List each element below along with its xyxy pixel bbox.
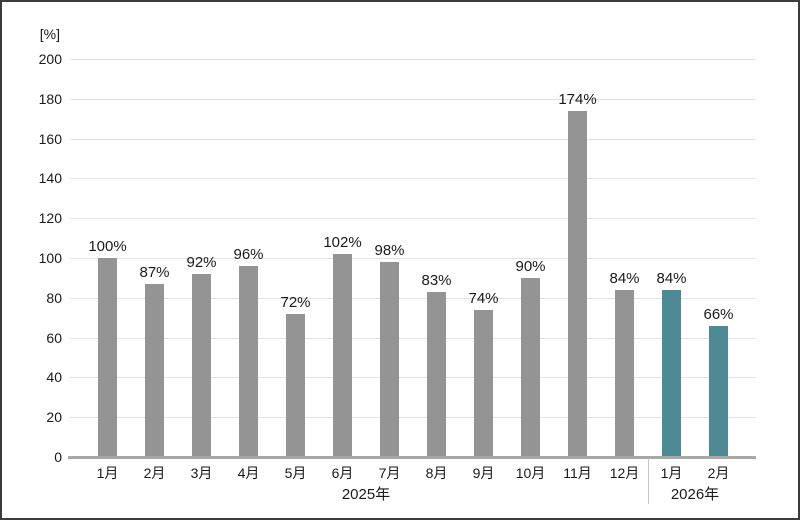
bar-value-label: 100% xyxy=(88,238,127,255)
bar-slot: 83% xyxy=(413,272,460,457)
gridline xyxy=(70,417,756,418)
bar-value-label: 92% xyxy=(186,254,217,271)
bar xyxy=(192,274,211,457)
bar-slot: 84% xyxy=(601,270,648,457)
bar xyxy=(615,290,634,457)
x-axis-line xyxy=(68,456,756,459)
y-axis-tick-label: 20 xyxy=(46,409,62,425)
bar-value-label: 174% xyxy=(558,91,597,108)
bar-slot: 84% xyxy=(648,270,695,457)
bar xyxy=(286,314,305,457)
gridline xyxy=(70,338,756,339)
y-axis-tick-label: 40 xyxy=(46,369,62,385)
bar-value-label: 84% xyxy=(656,270,687,287)
x-axis-label: 4月 xyxy=(237,465,260,481)
gridline xyxy=(70,258,756,259)
bar-slot: 90% xyxy=(507,258,554,457)
x-axis-label: 6月 xyxy=(331,465,354,481)
bar xyxy=(474,310,493,457)
x-axis-label: 8月 xyxy=(425,465,448,481)
gridline xyxy=(70,298,756,299)
x-axis-label: 11月 xyxy=(563,465,592,481)
bar xyxy=(568,111,587,457)
bar xyxy=(709,326,728,457)
bar-slot: 74% xyxy=(460,290,507,457)
x-axis-label: 1月 xyxy=(660,465,683,481)
bar xyxy=(98,258,117,457)
y-axis-tick-label: 140 xyxy=(38,170,62,186)
gridline xyxy=(70,99,756,100)
x-axis-labels: 1月 2月 3月 4月 5月 6月 7月 8月 9月 10月 11月 12月 1月 2月 xyxy=(70,463,756,483)
x-axis-label: 10月 xyxy=(515,465,546,481)
year-label: 2026年 xyxy=(670,486,720,503)
year-labels-row: 2025年 2026年 xyxy=(70,483,756,504)
x-axis-label: 2月 xyxy=(143,465,166,481)
y-axis-tick-label: 160 xyxy=(38,131,62,147)
y-axis-tick-label: 200 xyxy=(38,51,62,67)
plot-area: 100% 87% 92% 96% 72% 102% 98% 83% 74% 90% 174% 84% 8… xyxy=(70,59,756,457)
bar-value-label: 83% xyxy=(421,272,452,289)
bar-slot: 87% xyxy=(131,264,178,457)
x-axis-label: 7月 xyxy=(378,465,401,481)
bar-slot: 72% xyxy=(272,294,319,457)
bar-value-label: 66% xyxy=(703,306,734,323)
bar-slot: 66% xyxy=(695,306,742,457)
bar xyxy=(380,262,399,457)
bar xyxy=(333,254,352,457)
y-axis-tick-label: 80 xyxy=(46,290,62,306)
y-axis-tick-label: 100 xyxy=(38,250,62,266)
bar-value-label: 98% xyxy=(374,242,405,259)
y-axis-unit-label: [%] xyxy=(39,26,60,42)
bar-slot: 102% xyxy=(319,234,366,457)
gridline xyxy=(70,59,756,60)
x-axis-label: 12月 xyxy=(609,465,640,481)
gridline xyxy=(70,178,756,179)
bar-value-label: 102% xyxy=(323,234,362,251)
bar xyxy=(145,284,164,457)
x-axis-label: 3月 xyxy=(190,465,213,481)
x-axis-label: 9月 xyxy=(472,465,495,481)
y-axis-tick-label: 180 xyxy=(38,91,62,107)
x-axis-label: 1月 xyxy=(96,465,119,481)
x-axis-label: 2月 xyxy=(707,465,730,481)
bar-value-label: 84% xyxy=(609,270,640,287)
bar-slot: 174% xyxy=(554,91,601,457)
bar-value-label: 87% xyxy=(139,264,170,281)
bar xyxy=(662,290,681,457)
y-axis-tick-label: 60 xyxy=(46,330,62,346)
bar xyxy=(239,266,258,457)
gridline xyxy=(70,139,756,140)
bar-slot: 100% xyxy=(84,238,131,457)
gridline xyxy=(70,377,756,378)
bar-slot: 98% xyxy=(366,242,413,457)
bar xyxy=(521,278,540,457)
bar-slot: 92% xyxy=(178,254,225,457)
y-axis-tick-label: 0 xyxy=(54,449,62,465)
y-axis-tick-label: 120 xyxy=(38,210,62,226)
year-label: 2025年 xyxy=(341,486,391,503)
bar-value-label: 72% xyxy=(280,294,311,311)
bar xyxy=(427,292,446,457)
bar-slot: 96% xyxy=(225,246,272,457)
x-axis-label: 5月 xyxy=(284,465,307,481)
bar-value-label: 90% xyxy=(515,258,546,275)
bar-value-label: 74% xyxy=(468,290,499,307)
year-divider-line xyxy=(648,459,649,504)
gridline xyxy=(70,218,756,219)
bar-value-label: 96% xyxy=(233,246,264,263)
